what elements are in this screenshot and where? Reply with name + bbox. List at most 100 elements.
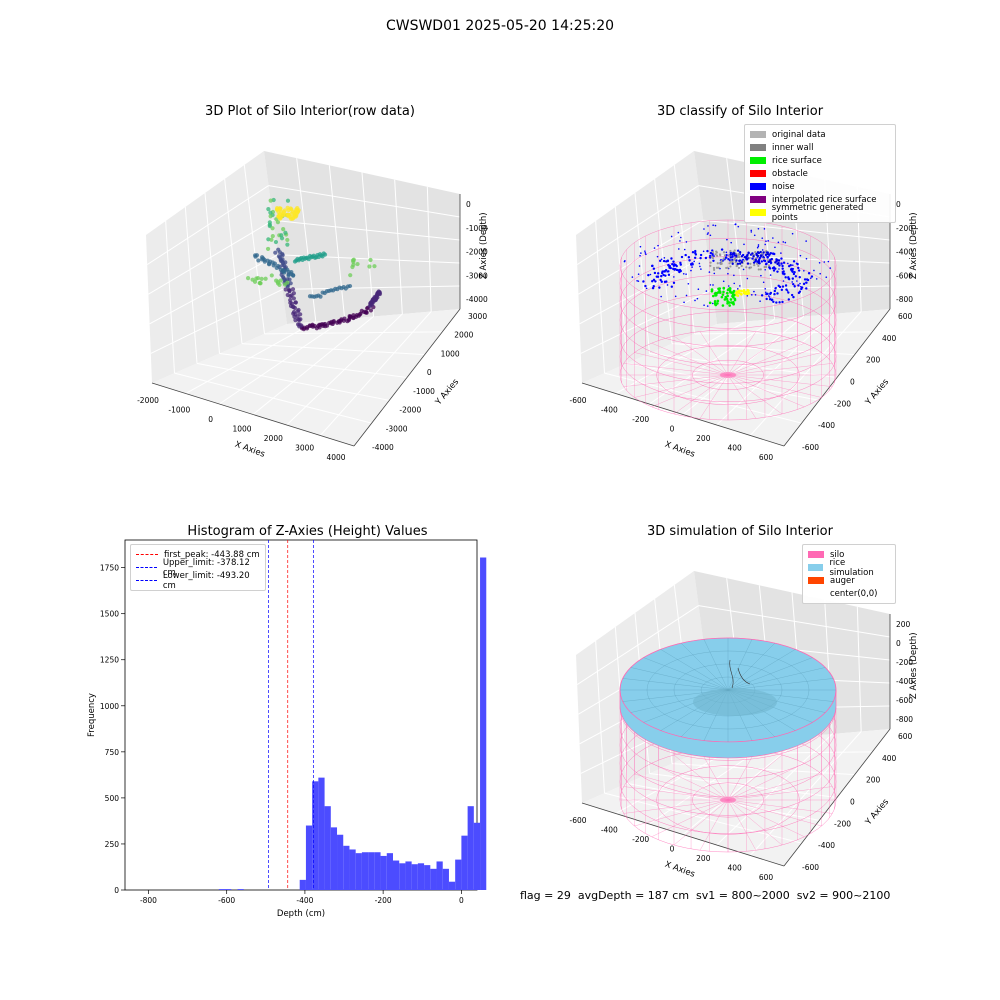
raw-point: [279, 233, 284, 238]
noise-point: [815, 278, 818, 280]
y-tick-label: 600: [898, 732, 913, 741]
noise-point: [742, 268, 745, 271]
noise-point: [703, 228, 705, 230]
legend-label: auger: [830, 575, 855, 586]
x-tick-label: 200: [696, 854, 711, 863]
noise-point: [677, 231, 680, 234]
noise-point: [739, 285, 741, 287]
noise-point: [694, 249, 697, 253]
rice-surface-point: [714, 293, 718, 297]
rice-surface-point: [721, 304, 725, 307]
legend-entry: rice simulation: [808, 558, 890, 578]
grid-line: [578, 219, 704, 295]
grid-line: [174, 372, 372, 424]
noise-point: [757, 245, 760, 248]
y-tick-label: 0: [850, 378, 855, 387]
original-point: [748, 256, 751, 260]
silo-wire-spoke: [651, 342, 729, 376]
noise-point: [760, 294, 764, 297]
x-tick-label: -600: [569, 396, 586, 405]
noise-point: [684, 253, 687, 257]
noise-point: [702, 250, 705, 253]
noise-point: [670, 257, 673, 260]
raw-point: [288, 300, 293, 305]
noise-point: [699, 265, 701, 268]
raw-point: [359, 308, 364, 313]
noise-point: [782, 261, 786, 264]
silo-wire-floor-ring: [656, 345, 800, 405]
raw-point: [304, 326, 310, 331]
noise-point: [729, 256, 732, 259]
noise-point: [760, 274, 762, 277]
z-tick-label: -1000: [466, 224, 488, 233]
noise-point: [672, 260, 675, 263]
noise-point: [656, 275, 660, 278]
noise-point: [770, 298, 774, 301]
noise-point: [802, 282, 806, 286]
noise-point: [640, 252, 642, 254]
noise-point: [773, 289, 777, 293]
rice-surface-point: [733, 293, 736, 297]
silo-wire-spoke: [727, 763, 805, 801]
y-tick-label: 200: [866, 356, 881, 365]
original-point: [709, 264, 712, 267]
noise-point: [759, 250, 762, 254]
figure-title: CWSWD01 2025-05-20 14:25:20: [385, 18, 615, 34]
noise-point: [746, 295, 749, 297]
z-tick-label: 0: [896, 639, 901, 648]
legend-label: original data: [772, 129, 826, 140]
rice-surface-point: [723, 298, 727, 301]
raw-point: [295, 309, 300, 314]
noise-point: [774, 246, 776, 249]
raw-point: [266, 262, 272, 267]
noise-point: [737, 225, 740, 228]
raw-point: [273, 250, 278, 255]
rice-surface-point: [732, 296, 735, 299]
grid-line: [576, 185, 699, 266]
legend-entry: obstacle: [750, 167, 890, 180]
noise-point: [726, 238, 728, 241]
noise-point: [736, 288, 739, 290]
y-axis-label: Y Axies: [863, 797, 891, 828]
x-axis-label: X Axies: [233, 440, 266, 460]
original-point: [745, 266, 748, 269]
silo-wire-spoke: [727, 799, 757, 851]
x-axis-line: [581, 382, 785, 447]
y-tick-label: -1000: [413, 387, 435, 396]
left-pane: [146, 151, 287, 383]
noise-point: [644, 252, 647, 254]
noise-point: [823, 261, 826, 263]
noise-point: [757, 244, 760, 246]
noise-point: [659, 259, 662, 263]
rice-surface-point: [716, 302, 719, 305]
grid-line: [361, 172, 374, 317]
legend-label: rice surface: [772, 155, 822, 166]
noise-point: [743, 243, 745, 246]
silo-wire-spoke: [727, 374, 805, 408]
floor-pane: [582, 729, 890, 866]
rice-surface-point: [724, 295, 728, 299]
raw-point: [269, 273, 274, 278]
y-tick-label: -4000: [372, 443, 394, 452]
raw-point: [250, 277, 255, 282]
x-tick-label: -600: [569, 816, 586, 825]
grid-line: [273, 219, 461, 241]
noise-point: [652, 278, 656, 282]
noise-point: [798, 290, 802, 293]
noise-point: [653, 271, 657, 275]
legend-label: rice simulation: [829, 557, 874, 578]
noise-point: [805, 287, 808, 290]
x-tick-label: -400: [601, 406, 618, 415]
noise-point: [733, 252, 736, 255]
y-tick-label: 1000: [441, 349, 460, 358]
grid-line: [671, 763, 855, 776]
noise-point: [666, 284, 669, 286]
raw-point: [295, 314, 300, 319]
noise-point: [712, 259, 715, 262]
histogram-bar: [430, 868, 437, 890]
y-tick-label: 750: [105, 748, 120, 757]
histogram-bar: [324, 806, 331, 890]
noise-point: [800, 286, 804, 289]
noise-point: [772, 300, 775, 303]
legend-swatch: [808, 551, 824, 558]
